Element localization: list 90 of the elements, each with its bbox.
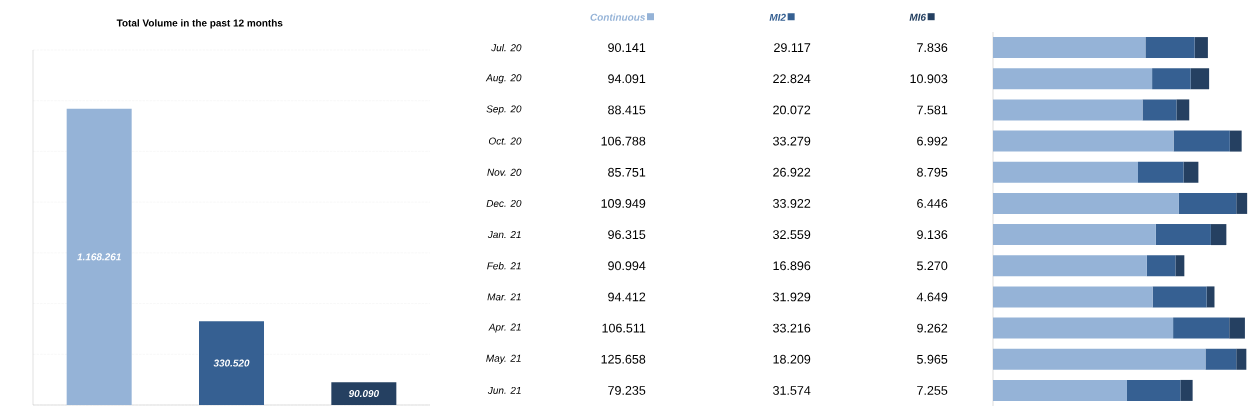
- bar: [993, 161, 1138, 183]
- data-label: 9.136: [917, 230, 948, 240]
- bar: [1229, 317, 1245, 339]
- bar: [1126, 379, 1181, 401]
- bar: [993, 224, 1156, 246]
- data-label: 33.922: [773, 198, 811, 208]
- bar: [993, 379, 1127, 401]
- y-tick-label: May. 21: [486, 354, 521, 364]
- bar: [1142, 99, 1177, 121]
- y-tick-label: Apr. 21: [488, 323, 521, 333]
- bar: [993, 317, 1174, 339]
- bar: [1178, 192, 1237, 214]
- bar: [1190, 68, 1210, 90]
- data-label: 96.315: [608, 230, 646, 240]
- legend-label: MI6: [909, 13, 927, 21]
- bar: [993, 68, 1153, 90]
- data-label: 6.446: [917, 198, 948, 208]
- bar: [1145, 37, 1195, 59]
- y-tick-label: Mar. 21: [487, 293, 521, 301]
- data-label: 6.992: [917, 136, 948, 146]
- bar: [1155, 224, 1211, 246]
- bar: [993, 37, 1146, 59]
- data-label: 79.235: [608, 385, 646, 395]
- bar: [1146, 255, 1176, 277]
- data-label: 33.279: [773, 136, 811, 146]
- data-label: 90.994: [608, 261, 646, 271]
- bar: [993, 192, 1179, 214]
- bar: [1236, 192, 1248, 214]
- data-label: 31.574: [773, 385, 811, 395]
- data-label: 22.824: [773, 74, 811, 84]
- bar: [1173, 317, 1230, 339]
- y-tick-label: Aug. 20: [485, 74, 522, 84]
- data-label: 7.255: [917, 385, 948, 395]
- data-label: 109.949: [601, 198, 646, 208]
- bar: [993, 255, 1147, 277]
- data-label: 7.581: [917, 105, 948, 115]
- data-label: 94.412: [608, 292, 646, 302]
- data-label: 5.965: [917, 354, 948, 364]
- bar: [1180, 379, 1193, 401]
- legend-label: Continuous: [590, 13, 646, 21]
- data-label: 4.649: [916, 292, 948, 302]
- data-label: 5.270: [917, 261, 948, 271]
- data-label: 31.929: [773, 292, 811, 302]
- y-tick-label: Oct. 20: [488, 137, 522, 145]
- data-label: 125.658: [601, 354, 646, 364]
- data-label: 1.168.261: [77, 253, 121, 261]
- bar: [1138, 161, 1184, 183]
- bar: [1152, 68, 1191, 90]
- bar: [1236, 348, 1247, 370]
- data-label: 29.117: [774, 43, 811, 53]
- chart-title: Total Volume in the past 12 months: [116, 19, 283, 29]
- y-tick-label: Jan. 21: [487, 231, 521, 239]
- bar: [1183, 161, 1199, 183]
- bar: [993, 348, 1206, 370]
- data-label: 85.751: [608, 167, 646, 177]
- y-tick-label: Jul. 20: [491, 43, 522, 52]
- bar: [993, 99, 1143, 121]
- y-tick-label: Jun. 21: [487, 386, 521, 394]
- data-label: 8.795: [917, 167, 948, 177]
- data-label: 90.141: [608, 43, 646, 53]
- y-tick-label: Sep. 20: [486, 105, 522, 115]
- bar: [1205, 348, 1237, 370]
- bar: [1175, 255, 1185, 277]
- data-label: 88.415: [608, 105, 646, 115]
- data-label: 32.559: [773, 230, 811, 240]
- data-label: 26.922: [773, 167, 811, 177]
- data-label: 20.072: [773, 105, 811, 115]
- data-label: 9.262: [917, 323, 948, 333]
- data-label: 330.520: [213, 359, 250, 367]
- data-label: 106.788: [601, 136, 646, 146]
- bar: [993, 130, 1174, 152]
- data-label: 10.903: [910, 74, 948, 84]
- bar: [1176, 99, 1190, 121]
- bar: [1173, 130, 1230, 152]
- bar: [1194, 37, 1208, 59]
- legend-label: MI2: [769, 13, 786, 21]
- data-label: 106.511: [602, 323, 646, 333]
- bar: [993, 286, 1153, 308]
- y-tick-label: Nov. 20: [487, 168, 522, 176]
- bar: [1210, 224, 1227, 246]
- data-label: 7.836: [917, 43, 948, 53]
- data-label: 90.090: [348, 390, 379, 398]
- y-tick-label: Dec. 20: [486, 199, 522, 207]
- y-tick-label: Feb. 21: [487, 262, 521, 270]
- bar: [1152, 286, 1207, 308]
- data-label: 94.091: [608, 74, 646, 84]
- data-label: 16.896: [773, 261, 811, 271]
- data-label: 33.216: [773, 323, 811, 333]
- data-label: 18.209: [773, 354, 811, 364]
- bar: [1229, 130, 1242, 152]
